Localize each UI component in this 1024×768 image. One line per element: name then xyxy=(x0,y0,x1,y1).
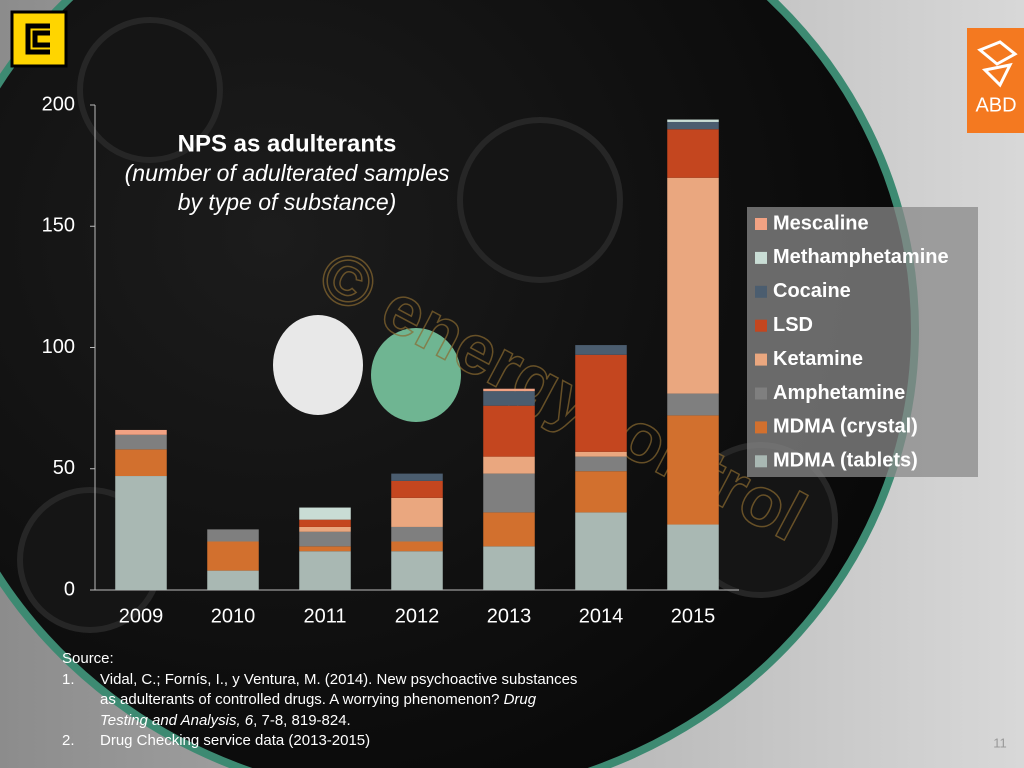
legend-swatch xyxy=(755,421,767,434)
legend-label: MDMA (crystal) xyxy=(773,416,918,438)
x-tick-label: 2013 xyxy=(487,605,532,627)
x-tick-label: 2012 xyxy=(395,605,440,627)
bar-segment xyxy=(207,541,259,571)
bar-segment xyxy=(483,391,535,406)
bar-segment xyxy=(483,512,535,547)
legend-swatch xyxy=(755,285,767,298)
chart-title: NPS as adulterants xyxy=(178,130,397,157)
bar-segment xyxy=(391,526,443,542)
bar-segment xyxy=(483,546,535,590)
legend-box xyxy=(747,207,978,477)
bar-segment xyxy=(667,177,719,394)
item-number: 1. xyxy=(62,670,75,688)
legend-swatch xyxy=(755,218,767,230)
y-tick-label: 100 xyxy=(42,336,75,358)
legend-label: Mescaline xyxy=(773,212,869,234)
bg-disc xyxy=(77,17,223,163)
bar-segment xyxy=(391,480,443,498)
bg-disc xyxy=(457,117,623,283)
bar-segment xyxy=(667,524,719,590)
bar-segment xyxy=(391,541,443,552)
bar-segment xyxy=(667,129,719,178)
bar-segment xyxy=(483,405,535,457)
bar-segment xyxy=(299,551,351,590)
legend-label: LSD xyxy=(773,314,813,336)
logo xyxy=(10,10,68,68)
x-tick-label: 2009 xyxy=(119,605,164,627)
bar-segment xyxy=(667,415,719,525)
source: Source: 1. Vidal, C.; Fornís, I., y Ventu… xyxy=(62,649,582,752)
bar-segment xyxy=(299,507,351,520)
bar-segment xyxy=(667,121,719,130)
legend-label: Ketamine xyxy=(773,348,863,370)
item-text: Drug Checking service data (2013-2015) xyxy=(100,732,371,749)
bar-segment xyxy=(575,345,627,355)
source-item: 1. Vidal, C.; Fornís, I., y Ventura, M. (… xyxy=(62,670,582,732)
bar-segment xyxy=(575,471,627,513)
item-text: Vidal, C.; Fornís, I., y Ventura, M. (20… xyxy=(100,670,578,709)
bar-segment xyxy=(299,519,351,527)
bar-segment xyxy=(483,388,535,392)
legend-label: Amphetamine xyxy=(773,382,905,404)
bar-segment xyxy=(207,570,259,590)
item-number: 2. xyxy=(62,732,75,749)
bar-segment xyxy=(483,456,535,474)
legend-swatch xyxy=(755,353,767,366)
bar-segment xyxy=(115,476,167,590)
legend-swatch xyxy=(755,251,767,264)
green-pill xyxy=(371,328,461,422)
bar-segment xyxy=(115,429,167,435)
bar-segment xyxy=(207,529,259,542)
y-tick-label: 150 xyxy=(42,215,75,237)
x-tick-label: 2015 xyxy=(671,605,716,627)
bar-segment xyxy=(575,354,627,452)
bar-segment xyxy=(391,551,443,590)
y-tick-label: 0 xyxy=(64,578,75,600)
legend-label: Methamphetamine xyxy=(773,246,949,268)
y-tick-label: 50 xyxy=(53,457,75,479)
page-number: 11 xyxy=(993,735,1007,750)
bar-segment xyxy=(391,497,443,527)
source-item: 2. Drug Checking service data (2013-2015) xyxy=(62,731,582,752)
bar-segment xyxy=(115,434,167,450)
bar-segment xyxy=(483,473,535,513)
chart-subtitle: (number of adulterated samples xyxy=(125,160,450,186)
legend-swatch xyxy=(755,319,767,332)
x-tick-label: 2011 xyxy=(303,605,346,627)
bar-segment xyxy=(299,526,351,532)
bar-segment xyxy=(575,451,627,457)
legend-swatch xyxy=(755,455,767,468)
bar-segment xyxy=(391,473,443,481)
white-pill xyxy=(273,315,363,415)
bar-segment xyxy=(667,119,719,122)
x-tick-label: 2014 xyxy=(579,605,624,627)
legend-label: Cocaine xyxy=(773,280,851,302)
bar-segment xyxy=(115,449,167,477)
y-tick-label: 200 xyxy=(42,93,75,115)
item-journal: Drug Testing and Analysis, 6 xyxy=(100,691,537,729)
abd-logo-text: ABD xyxy=(975,94,1016,116)
bar-segment xyxy=(299,531,351,547)
source-heading: Source: xyxy=(62,650,114,667)
bar-segment xyxy=(575,456,627,472)
x-tick-label: 2010 xyxy=(211,605,256,627)
item-pages: , 7-8, 819-824. xyxy=(253,711,351,729)
bar-segment xyxy=(575,512,627,590)
legend-swatch xyxy=(755,387,767,400)
abd-logo-mark xyxy=(977,40,1018,88)
bar-segment xyxy=(299,546,351,552)
bar-segment xyxy=(667,393,719,416)
legend-label: MDMA (tablets) xyxy=(773,450,918,472)
logo-mark xyxy=(25,23,50,55)
chart-subtitle: by type of substance) xyxy=(178,189,397,215)
